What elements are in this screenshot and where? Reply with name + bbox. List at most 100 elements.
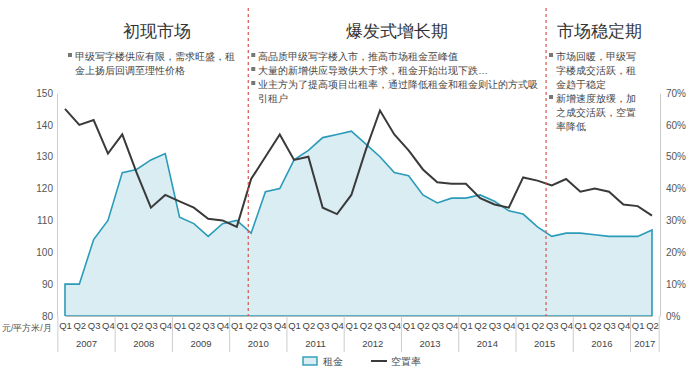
x-tick-label: Q2 (188, 320, 201, 331)
x-tick: Q4 (388, 316, 401, 331)
x-tick: Q2 (646, 316, 659, 331)
y2-tick: 0% (660, 311, 681, 322)
bullet-marker (251, 81, 255, 85)
y-tick: 100 (36, 247, 57, 258)
year-separator (401, 316, 402, 352)
x-tick: Q1 (403, 316, 416, 331)
x-tick: Q4 (446, 316, 459, 331)
x-tick-label: Q4 (274, 320, 287, 331)
phase-divider (248, 8, 249, 316)
x-tick-label: Q2 (532, 320, 545, 331)
y-tick: 90 (42, 279, 57, 290)
bullet-marker (251, 53, 255, 57)
x-tick: Q1 (231, 316, 244, 331)
y-tick: 150 (36, 88, 57, 99)
y-tick-label: 110 (37, 215, 53, 226)
year-label: 2015 (534, 338, 555, 349)
x-tick: Q3 (431, 316, 444, 331)
y2-tick: 50% (660, 151, 686, 162)
year-separator (458, 316, 459, 352)
phase-bullet: 高品质甲级写字楼入市，推高市场租金至峰值 (258, 51, 458, 62)
year-separator (659, 316, 660, 352)
year-label: 2013 (420, 338, 441, 349)
chart-container: 8090100110120130140150元/平方米/月0%10%20%30%… (0, 0, 700, 372)
y2-axis: 0%10%20%30%40%50%60%70% (660, 88, 686, 322)
x-tick: Q2 (73, 316, 86, 331)
chart-svg: 8090100110120130140150元/平方米/月0%10%20%30%… (0, 0, 700, 372)
bullet-marker (549, 53, 553, 57)
y2-tick-label: 60% (666, 120, 686, 131)
x-tick: Q3 (202, 316, 215, 331)
x-tick: Q4 (618, 316, 631, 331)
x-tick-label: Q2 (417, 320, 430, 331)
x-tick-label: Q4 (331, 320, 344, 331)
y-axis: 8090100110120130140150 (36, 88, 57, 322)
phase-bullet: 甲级写字楼供应有限，需求旺盛，租金上扬后回调至理性价格 (75, 51, 235, 76)
x-tick: Q1 (174, 316, 187, 331)
x-tick-label: Q3 (88, 320, 101, 331)
x-tick-label: Q3 (145, 320, 158, 331)
y-tick-label: 130 (36, 151, 53, 162)
x-tick: Q1 (116, 316, 129, 331)
legend-label: 空置率 (391, 356, 421, 367)
x-tick: Q3 (145, 316, 158, 331)
x-tick-label: Q4 (159, 320, 172, 331)
x-tick: Q1 (59, 316, 72, 331)
x-tick: Q4 (159, 316, 172, 331)
x-tick: Q3 (88, 316, 101, 331)
y-tick-label: 90 (42, 279, 54, 290)
x-tick: Q2 (417, 316, 430, 331)
x-tick-label: Q1 (59, 320, 72, 331)
year-label: 2007 (76, 338, 97, 349)
year-label: 2017 (634, 338, 655, 349)
y-tick: 140 (36, 120, 57, 131)
x-tick-label: Q4 (503, 320, 516, 331)
x-tick-label: Q3 (317, 320, 330, 331)
year-label: 2014 (477, 338, 498, 349)
x-tick-label: Q2 (474, 320, 487, 331)
x-tick-label: Q4 (618, 320, 631, 331)
x-tick: Q1 (517, 316, 530, 331)
x-tick-label: Q1 (345, 320, 358, 331)
year-separator (515, 316, 516, 352)
x-tick-label: Q1 (116, 320, 129, 331)
year-separator (573, 316, 574, 352)
x-tick: Q3 (317, 316, 330, 331)
x-tick-label: Q3 (374, 320, 387, 331)
x-tick-label: Q1 (632, 320, 645, 331)
x-tick-label: Q1 (460, 320, 473, 331)
y-tick: 120 (36, 183, 57, 194)
y-tick-label: 120 (36, 183, 53, 194)
year-label: 2016 (591, 338, 612, 349)
year-separator (57, 316, 58, 352)
x-tick-label: Q4 (217, 320, 230, 331)
y2-tick: 60% (660, 120, 686, 131)
x-tick: Q4 (102, 316, 115, 331)
x-tick: Q1 (460, 316, 473, 331)
y2-tick-label: 0% (666, 311, 681, 322)
y2-tick-label: 10% (666, 279, 686, 290)
y-tick-label: 100 (36, 247, 53, 258)
legend-swatch (371, 360, 387, 362)
x-tick-label: Q1 (403, 320, 416, 331)
phase-bullet: 业主方为了提高项目出租率，通过降低租金和租金则让的方式吸引租户 (258, 79, 538, 104)
bullet-marker (251, 67, 255, 71)
x-tick: Q3 (546, 316, 559, 331)
bullet-marker (549, 95, 553, 99)
year-separator (344, 316, 345, 352)
x-tick-label: Q2 (73, 320, 86, 331)
x-tick: Q2 (589, 316, 602, 331)
x-tick-label: Q2 (646, 320, 659, 331)
x-tick: Q2 (245, 316, 258, 331)
year-label: 2011 (305, 338, 325, 349)
x-tick-label: Q2 (131, 320, 144, 331)
plot-marks (65, 109, 652, 316)
y-axis-line (57, 94, 58, 317)
bullet-marker (68, 53, 72, 57)
x-tick-label: Q2 (245, 320, 258, 331)
y2-tick: 40% (660, 183, 686, 194)
y-tick: 110 (37, 215, 57, 226)
x-tick-label: Q1 (231, 320, 244, 331)
x-tick-label: Q1 (517, 320, 530, 331)
x-tick: Q4 (331, 316, 344, 331)
